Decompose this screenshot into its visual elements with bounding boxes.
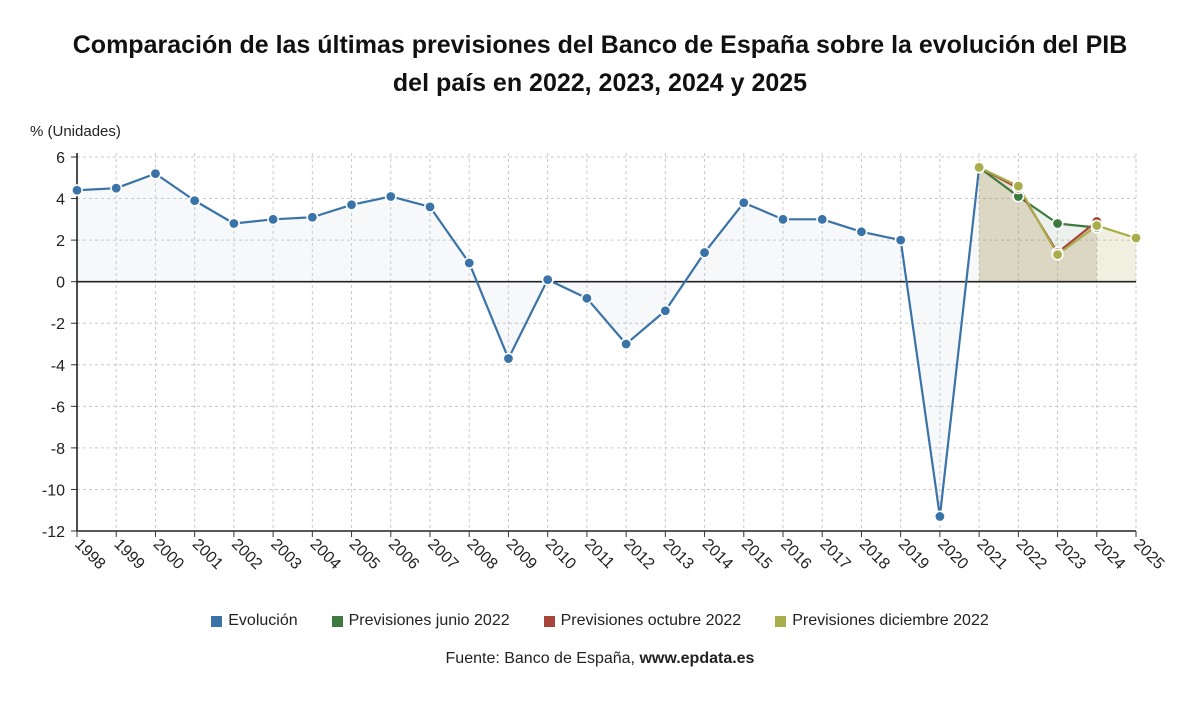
point-evolución [423, 200, 436, 213]
line-chart: % (Unidades) 6 4 2 0 -2 -4 -6 -8 -10 -12 1998 1999… [30, 123, 1167, 573]
point-evolución [580, 292, 593, 305]
point-evolución [71, 184, 84, 197]
legend-label: Evolución [228, 612, 298, 629]
y-tick-label: 4 [56, 192, 65, 209]
legend-label: Previsiones diciembre 2022 [792, 612, 989, 629]
y-tick-label: 6 [56, 150, 65, 167]
y-tick-labels: 6 4 2 0 -2 -4 -6 -8 -10 -12 [42, 150, 65, 541]
point-evolución [933, 510, 946, 523]
y-tick-label: -8 [51, 441, 65, 458]
x-tick-label: 2020 [934, 536, 971, 573]
y-tick-label: -6 [51, 399, 65, 416]
area-previsiones-octubre-2022 [979, 167, 1097, 282]
y-tick-label: -4 [51, 358, 65, 375]
point-evolución [541, 273, 554, 286]
x-tick-label: 2011 [581, 536, 617, 572]
chart-title-line-1: Comparación de las últimas previsiones d… [72, 31, 1128, 59]
source-note: Fuente: Banco de España, www.epdata.es [0, 650, 1200, 668]
point-evolución [345, 198, 358, 211]
x-tick-labels: 1998 1999 2000 2001 2002 2003 2004 2005 2006 2007… [71, 536, 1167, 573]
point-evolución [463, 256, 476, 269]
point-evolución [149, 167, 162, 180]
legend-swatch [775, 615, 787, 627]
y-tick-label: -12 [42, 524, 65, 541]
chart-title: Comparación de las últimas previsiones d… [0, 26, 1200, 102]
x-tick-label: 2025 [1130, 536, 1167, 573]
x-tick-label: 2010 [542, 536, 579, 573]
point-evolución [737, 196, 750, 209]
point-evolución [384, 190, 397, 203]
point-evolución [659, 304, 672, 317]
point-evolución [855, 225, 868, 238]
x-tick-label: 2016 [777, 536, 814, 573]
source-site: www.epdata.es [639, 650, 755, 667]
grid-lines [76, 153, 1137, 532]
x-tick-label: 2009 [503, 536, 540, 573]
x-tick-label: 2006 [385, 536, 422, 573]
point-evolución [698, 246, 711, 259]
point-previsiones-junio-2022 [1051, 217, 1064, 230]
point-evolución [776, 213, 789, 226]
legend-item-previsiones-octubre-2022[interactable]: Previsiones octubre 2022 [543, 612, 742, 630]
axes [71, 153, 1137, 537]
x-tick-label: 2022 [1013, 536, 1050, 573]
y-tick-label: -2 [51, 316, 65, 333]
chart-title-line-2: del país en 2022, 2023, 2024 y 2025 [392, 69, 808, 97]
point-previsiones-diciembre-2022 [1090, 219, 1103, 232]
point-evolución [188, 194, 201, 207]
point-evolución [267, 213, 280, 226]
legend-label: Previsiones junio 2022 [348, 612, 510, 629]
legend: Evolución Previsiones junio 2022 Prevision… [0, 612, 1200, 630]
legend-swatch [331, 615, 343, 627]
x-tick-label: 2003 [267, 536, 304, 573]
legend-item-previsiones-diciembre-2022[interactable]: Previsiones diciembre 2022 [775, 612, 989, 630]
x-tick-label: 2015 [738, 536, 775, 573]
area-evolución [77, 167, 980, 517]
point-evolución [816, 213, 829, 226]
point-evolución [502, 352, 515, 365]
legend-label: Previsiones octubre 2022 [560, 612, 742, 629]
x-tick-label: 1999 [110, 536, 147, 573]
x-tick-label: 2014 [699, 536, 736, 573]
source-label: Fuente: Banco de España, [445, 650, 635, 667]
x-tick-label: 2018 [856, 536, 893, 573]
point-evolución [620, 337, 633, 350]
x-tick-label: 2021 [973, 536, 1010, 573]
x-tick-label: 2019 [895, 536, 932, 573]
line-evolución [76, 167, 981, 518]
point-evolución [110, 182, 123, 195]
x-tick-label: 2004 [307, 536, 344, 573]
point-evolución [306, 211, 319, 224]
series-points [71, 161, 1143, 523]
line-previsiones-junio-2022 [978, 166, 1097, 229]
x-tick-label: 2008 [463, 536, 500, 573]
point-previsiones-diciembre-2022 [973, 161, 986, 174]
legend-swatch [211, 615, 223, 627]
x-tick-label: 2002 [228, 536, 265, 573]
point-evolución [227, 217, 240, 230]
x-tick-label: 2000 [150, 536, 187, 573]
x-tick-label: 1998 [71, 536, 108, 573]
x-tick-label: 2017 [816, 536, 853, 573]
x-tick-label: 2007 [424, 536, 461, 573]
point-previsiones-diciembre-2022 [1051, 248, 1064, 261]
legend-item-evolución[interactable]: Evolución [211, 612, 298, 630]
x-tick-label: 2013 [660, 536, 697, 573]
legend-swatch [543, 615, 555, 627]
area-previsiones-junio-2022 [979, 167, 1097, 282]
x-tick-label: 2012 [620, 536, 657, 573]
point-evolución [894, 234, 907, 247]
point-previsiones-diciembre-2022 [1130, 232, 1143, 245]
y-axis-label: % (Unidades) [30, 123, 121, 140]
legend-item-previsiones-junio-2022[interactable]: Previsiones junio 2022 [331, 612, 510, 630]
y-tick-label: -10 [42, 482, 65, 499]
x-tick-label: 2005 [346, 536, 383, 573]
x-tick-label: 2001 [189, 536, 226, 573]
y-tick-label: 2 [56, 233, 65, 250]
x-tick-label: 2023 [1052, 536, 1089, 573]
x-tick-label: 2024 [1091, 536, 1128, 573]
y-tick-label: 0 [56, 275, 65, 292]
point-previsiones-diciembre-2022 [1012, 180, 1025, 193]
